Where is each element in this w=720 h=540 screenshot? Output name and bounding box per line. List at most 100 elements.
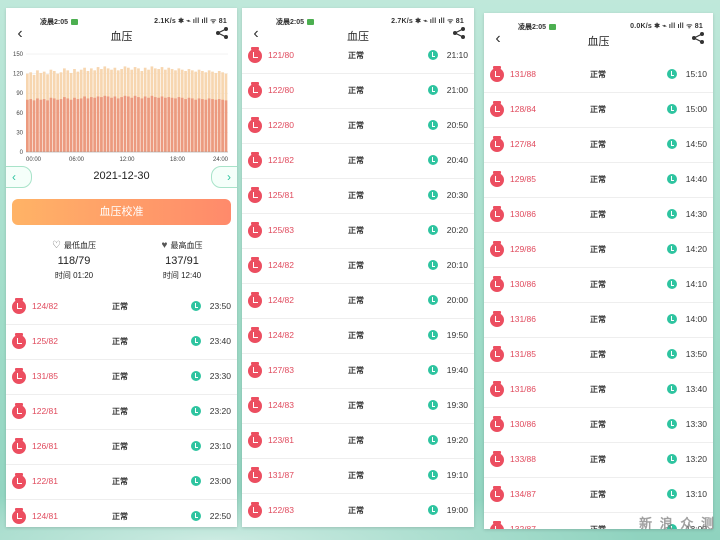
diastolic-bar <box>211 99 214 152</box>
bp-value: 123/81 <box>268 435 294 445</box>
list-item[interactable]: 122/81 正常 23:00 <box>6 465 237 500</box>
share-icon[interactable] <box>452 26 466 40</box>
prev-day-button[interactable]: ‹ <box>6 166 32 188</box>
list-item[interactable]: 125/83 正常 20:20 <box>242 214 474 249</box>
clock-icon <box>667 489 677 499</box>
list-item[interactable]: 126/81 正常 23:10 <box>6 430 237 465</box>
share-icon[interactable] <box>691 31 705 45</box>
list-item[interactable]: 124/82 正常 20:00 <box>242 284 474 319</box>
list-item[interactable]: 134/87 正常 13:10 <box>484 478 713 513</box>
clock-icon <box>428 400 438 410</box>
bp-value: 124/81 <box>32 511 58 521</box>
bp-value: 122/80 <box>268 85 294 95</box>
chevron-right-icon: › <box>227 170 231 184</box>
diastolic-bar <box>32 100 36 152</box>
list-item[interactable]: 121/82 正常 20:40 <box>242 144 474 179</box>
list-item[interactable]: 131/85 正常 13:50 <box>484 338 713 373</box>
list-item[interactable]: 133/88 正常 13:20 <box>484 443 713 478</box>
calibrate-button[interactable]: 血压校准 <box>12 199 231 225</box>
list-item[interactable]: 128/84 正常 15:00 <box>484 93 713 128</box>
diastolic-bar <box>184 99 187 152</box>
diastolic-bar <box>73 97 76 152</box>
list-item[interactable]: 130/86 正常 14:10 <box>484 268 713 303</box>
share-icon[interactable] <box>215 26 229 40</box>
diastolic-bar <box>89 97 93 152</box>
list-item[interactable]: 127/84 正常 14:50 <box>484 128 713 163</box>
bp-value: 127/83 <box>268 365 294 375</box>
record-time: 19:00 <box>446 505 468 515</box>
bp-status: 正常 <box>348 436 364 445</box>
bp-status: 正常 <box>348 261 364 270</box>
list-item[interactable]: 122/80 正常 20:50 <box>242 109 474 144</box>
diastolic-bar <box>113 96 117 152</box>
bp-status: 正常 <box>112 442 128 451</box>
list-item[interactable]: 124/81 正常 22:50 <box>6 500 237 527</box>
diastolic-bar <box>170 97 174 152</box>
list-item[interactable]: 124/82 正常 19:50 <box>242 319 474 354</box>
list-item[interactable]: 130/86 正常 14:30 <box>484 198 713 233</box>
chevron-left-icon: ‹ <box>12 170 16 184</box>
watch-icon <box>248 327 262 343</box>
list-item[interactable]: 131/86 正常 14:00 <box>484 303 713 338</box>
list-item[interactable]: 131/87 正常 19:10 <box>242 459 474 494</box>
watch-icon <box>248 117 262 133</box>
back-icon[interactable]: ‹ <box>253 25 259 42</box>
clock-icon <box>428 505 438 515</box>
watch-icon <box>490 101 504 117</box>
bp-status: 正常 <box>112 512 128 521</box>
list-item[interactable]: 131/88 正常 15:10 <box>484 58 713 93</box>
max-value: 137/91 <box>165 255 199 267</box>
diastolic-bar <box>29 99 33 152</box>
watch-icon <box>248 222 262 238</box>
back-icon[interactable]: ‹ <box>495 30 501 47</box>
watch-icon <box>12 473 26 489</box>
bp-status: 正常 <box>112 337 128 346</box>
diastolic-bar <box>221 99 224 152</box>
diastolic-bar <box>153 97 157 152</box>
diastolic-bar <box>110 97 113 152</box>
list-item[interactable]: 125/81 正常 20:30 <box>242 179 474 214</box>
bp-value: 121/80 <box>268 50 294 60</box>
list-item[interactable]: 131/86 正常 13:40 <box>484 373 713 408</box>
bp-status: 正常 <box>112 477 128 486</box>
list-item[interactable]: 124/82 正常 23:50 <box>6 290 237 325</box>
list-item[interactable]: 121/80 正常 21:10 <box>242 39 474 74</box>
list-item[interactable]: 127/83 正常 19:40 <box>242 354 474 389</box>
list-item[interactable]: 122/83 正常 19:00 <box>242 494 474 527</box>
watch-icon <box>248 502 262 518</box>
list-item[interactable]: 122/81 正常 23:20 <box>6 395 237 430</box>
bp-status: 正常 <box>348 506 364 515</box>
back-icon[interactable]: ‹ <box>17 25 23 42</box>
diastolic-bar <box>52 98 56 152</box>
clock-icon <box>667 174 677 184</box>
record-time: 20:30 <box>446 190 468 200</box>
clock-icon <box>667 209 677 219</box>
bp-value: 122/81 <box>32 406 58 416</box>
bp-value: 124/82 <box>32 301 58 311</box>
list-item[interactable]: 122/80 正常 21:00 <box>242 74 474 109</box>
list-item[interactable]: 124/82 正常 20:10 <box>242 249 474 284</box>
diastolic-bar <box>120 97 123 152</box>
list-item[interactable]: 131/85 正常 23:30 <box>6 360 237 395</box>
bp-value: 131/85 <box>510 349 536 359</box>
list-item[interactable]: 123/81 正常 19:20 <box>242 424 474 459</box>
diastolic-bar <box>187 97 191 152</box>
list-item[interactable]: 125/82 正常 23:40 <box>6 325 237 360</box>
diastolic-bar <box>127 96 130 152</box>
record-time: 13:20 <box>685 454 707 464</box>
list-item[interactable]: 129/85 正常 14:40 <box>484 163 713 198</box>
bp-value: 124/83 <box>268 400 294 410</box>
bp-status: 正常 <box>348 331 364 340</box>
diastolic-bar <box>207 98 211 152</box>
list-item[interactable]: 132/87 正常 13:00 <box>484 513 713 529</box>
next-day-button[interactable]: › <box>211 166 237 188</box>
record-time: 19:20 <box>446 435 468 445</box>
header: ‹ 血压 <box>242 22 474 48</box>
status-icons: 0.0K/s ✱ ⌁ ıll ıll ᯤ 81 <box>630 23 703 30</box>
clock-icon <box>191 441 201 451</box>
watch-icon <box>248 257 262 273</box>
clock-icon <box>428 330 438 340</box>
list-item[interactable]: 124/83 正常 19:30 <box>242 389 474 424</box>
list-item[interactable]: 129/86 正常 14:20 <box>484 233 713 268</box>
list-item[interactable]: 130/86 正常 13:30 <box>484 408 713 443</box>
